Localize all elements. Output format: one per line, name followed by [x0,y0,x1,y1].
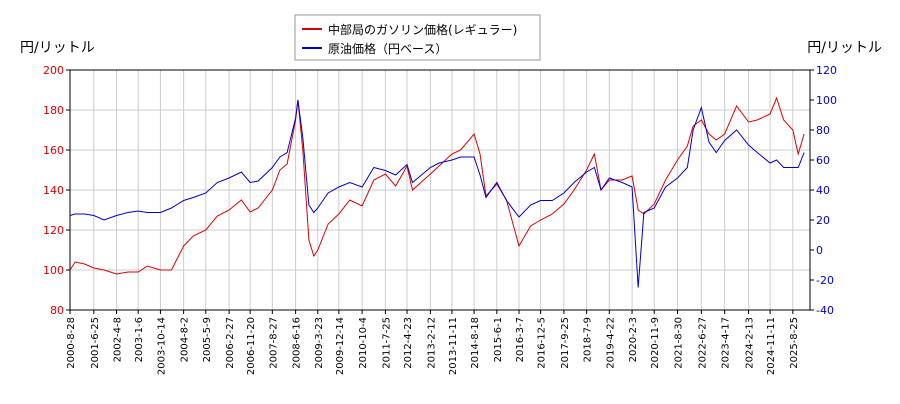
x-tick-label: 2017-9-25 [560,317,571,369]
y2-tick-label: 120 [816,64,837,77]
y2-tick-label: 20 [816,214,830,227]
y2-tick-label: 40 [816,184,830,197]
y2-tick-label: 0 [816,244,823,257]
y-tick-label: 100 [43,264,64,277]
x-tick-label: 2011-7-25 [381,317,392,369]
x-tick-label: 2000-8-28 [66,317,77,369]
y2-tick-label: 100 [816,94,837,107]
y-tick-label: 80 [50,304,64,317]
y-tick-label: 120 [43,224,64,237]
x-tick-label: 2023-4-17 [721,317,732,369]
x-tick-label: 2020-2-3 [628,317,639,362]
x-tick-label: 2024-11-11 [766,317,777,375]
x-tick-label: 2025-8-25 [789,317,800,369]
series-line [69,99,805,288]
x-tick-label: 2019-4-22 [605,317,616,369]
y2-tick-label: 80 [816,124,830,137]
x-tick-label: 2016-3-7 [515,317,526,362]
y-tick-label: 140 [43,184,64,197]
x-tick-label: 2003-1-6 [134,317,145,362]
x-tick-label: 2021-8-30 [674,317,685,369]
x-tick-label: 2016-12-5 [537,317,548,369]
x-tick-label: 2014-8-18 [470,317,481,369]
x-tick-label: 2010-10-4 [358,317,369,369]
y2-tick-label: 60 [816,154,830,167]
x-tick-label: 2003-10-14 [156,317,167,375]
legend-label: 原油価格（円ベース） [328,41,447,56]
x-tick-label: 2020-11-9 [650,317,661,369]
x-tick-label: 2005-5-9 [202,317,213,362]
x-tick-label: 2012-4-23 [403,317,414,369]
legend-box [294,14,541,61]
y2-axis-label: 円/リットル [807,40,882,56]
x-tick-label: 2018-7-9 [583,317,594,362]
y-tick-label: 200 [43,64,64,77]
x-tick-label: 2024-2-13 [745,317,756,369]
x-tick-label: 2022-6-27 [697,317,708,369]
x-tick-label: 2008-6-16 [292,317,303,369]
series-line [69,96,805,275]
x-tick-label: 2004-8-2 [180,317,191,362]
plot-frame [69,69,811,311]
x-tick-label: 2015-6-1 [493,317,504,362]
y2-tick-label: -20 [816,274,834,287]
x-tick-label: 2013-11-11 [448,317,459,375]
x-tick-label: 2013-2-12 [426,317,437,369]
x-tick-label: 2006-2-27 [225,317,236,369]
x-tick-label: 2009-3-23 [314,317,325,369]
x-tick-label: 2002-4-8 [113,317,124,362]
y-tick-label: 180 [43,104,64,117]
x-tick-label: 2001-6-25 [90,317,101,369]
x-tick-label: 2006-11-20 [246,317,257,375]
y-tick-label: 160 [43,144,64,157]
x-tick-label: 2007-8-27 [268,317,279,369]
x-tick-label: 2009-12-14 [335,317,346,375]
y-axis-label: 円/リットル [20,40,95,56]
y2-tick-label: -40 [816,304,834,317]
legend-label: 中部局のガソリン価格(レギュラー) [328,22,517,37]
